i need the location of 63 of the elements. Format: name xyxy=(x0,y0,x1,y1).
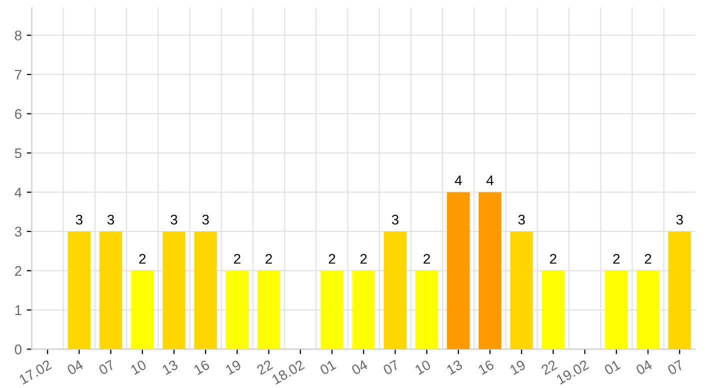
data-label: 3 xyxy=(76,214,82,225)
x-tick-label: 13 xyxy=(446,360,463,375)
bar xyxy=(194,231,217,350)
bar xyxy=(542,270,565,350)
x-tick-label: 10 xyxy=(130,360,148,375)
bar xyxy=(510,231,533,350)
data-label: 2 xyxy=(266,254,272,264)
y-tick-label: 1 xyxy=(15,305,22,315)
x-tick-label: 04 xyxy=(66,359,84,376)
data-label: 3 xyxy=(676,214,683,225)
x-tick-label: 10 xyxy=(414,360,432,375)
x-tick-label: 19 xyxy=(509,360,526,375)
bar xyxy=(131,270,154,350)
data-label: 3 xyxy=(107,214,114,225)
bar xyxy=(226,270,249,350)
bar xyxy=(68,231,91,350)
bar xyxy=(447,192,470,350)
data-label: 4 xyxy=(486,176,494,186)
x-tick-label: 04 xyxy=(635,359,653,376)
bar xyxy=(636,270,660,350)
x-tick-label: 22 xyxy=(540,360,558,376)
data-label: 2 xyxy=(234,254,240,264)
bar xyxy=(384,231,407,350)
data-label: 4 xyxy=(454,176,462,186)
data-label: 2 xyxy=(360,254,367,264)
data-label: 2 xyxy=(139,254,146,264)
bar xyxy=(99,231,122,350)
y-tick-label: 3 xyxy=(14,226,22,237)
x-tick-label: 19 xyxy=(224,360,242,375)
x-tick-label: 04 xyxy=(350,359,368,376)
x-tick-label: 13 xyxy=(162,360,179,375)
bar xyxy=(352,270,375,350)
data-label: 2 xyxy=(644,254,652,264)
y-tick-label: 0 xyxy=(14,344,22,354)
data-label: 3 xyxy=(202,214,209,225)
x-tick-label: 22 xyxy=(256,360,274,376)
bar xyxy=(605,270,628,350)
y-tick-label: 6 xyxy=(15,109,22,119)
data-label: 2 xyxy=(424,254,430,264)
bar xyxy=(415,270,438,350)
x-tick-label: 16 xyxy=(478,360,495,375)
bar xyxy=(320,270,344,350)
x-tick-label: 07 xyxy=(98,360,116,376)
bar xyxy=(257,270,280,350)
bar xyxy=(478,192,502,350)
x-tick-label: 01 xyxy=(319,360,337,376)
y-tick-label: 2 xyxy=(15,266,22,276)
x-tick-label: 01 xyxy=(604,360,621,376)
bar xyxy=(668,231,691,350)
data-label: 3 xyxy=(518,214,525,225)
bar xyxy=(162,231,186,350)
y-tick-label: 7 xyxy=(15,70,22,80)
x-tick-label: 07 xyxy=(382,360,400,376)
data-label: 3 xyxy=(392,214,398,225)
data-label: 2 xyxy=(550,254,556,264)
y-tick-label: 4 xyxy=(14,188,22,198)
y-tick-label: 8 xyxy=(14,30,22,40)
data-label: 3 xyxy=(170,214,178,225)
y-tick-label: 5 xyxy=(14,148,22,158)
data-label: 2 xyxy=(613,254,620,264)
data-label: 2 xyxy=(328,254,336,264)
x-tick-label: 07 xyxy=(666,360,684,376)
x-tick-label: 16 xyxy=(193,360,210,375)
